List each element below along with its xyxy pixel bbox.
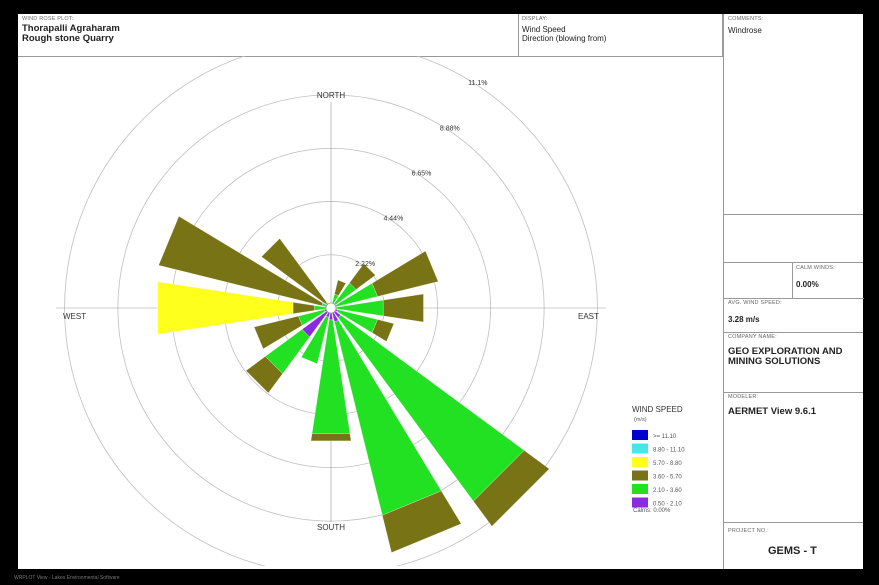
petal-w-3.60-5.70 [292,302,315,314]
avg-speed-cell: AVG. WIND SPEED: 3.28 m/s [724,298,863,333]
legend-label-5: 2.10 - 3.60 [653,488,682,494]
footer-credit: WRPLOT View - Lakes Environmental Softwa… [14,575,120,581]
petal-ne-3.60-5.70 [349,263,376,290]
project-cell: PROJECT NO.: GEMS - T [724,522,863,569]
site-name-line1: Thorapalli Agraharam [22,23,120,34]
display-line2: Direction (blowing from) [522,34,607,43]
compass-north-label: NORTH [317,91,346,100]
comments-caption: COMMENTS: [728,16,764,22]
legend-label-1: >= 11.10 [653,434,677,440]
petal-nne-3.60-5.70 [334,279,347,296]
sidebar [723,14,864,569]
petal-se-3.60-5.70 [473,450,550,527]
avg-speed-caption: AVG. WIND SPEED: [728,300,782,306]
legend-swatch-5 [632,484,648,494]
compass-south-label: SOUTH [317,523,345,532]
legend-unit: (m/s) [634,417,647,423]
calm-winds-cell: CALM WINDS: 0.00% [792,262,864,299]
legend-label-2: 8.80 - 11.10 [653,448,685,454]
plot-title-cell: WIND ROSE PLOT: Thorapalli Agraharam Rou… [18,14,519,57]
ring-label-2: 4.44% [383,216,403,223]
site-name-line2: Rough stone Quarry [22,33,114,44]
compass-west-label: WEST [63,312,86,321]
blank-cell [724,214,863,263]
petals [157,216,550,553]
legend-swatch-2 [632,443,648,454]
modeler-value: AERMET View 9.6.1 [728,406,816,417]
plot-caption: WIND ROSE PLOT: [22,16,74,22]
compass-east-label: EAST [578,312,599,321]
modeler-caption: MODELER: [728,394,759,400]
petal-s-3.60-5.70 [310,433,352,442]
petal-e-3.60-5.70 [383,293,424,323]
ring-label-1: 2.22% [355,261,375,268]
comments-cell: COMMENTS: Windrose [724,14,863,215]
legend: WIND SPEED (m/s) Calms: 0.00% >= 11.10 8.… [632,405,685,514]
display-line1: Wind Speed [522,25,566,34]
legend-label-6: 0.50 - 2.10 [653,502,682,508]
center-circle [325,302,337,314]
legend-swatch-1 [632,430,648,440]
ring-label-4: 8.88% [440,125,460,132]
display-cell: DISPLAY: Wind Speed Direction (blowing f… [518,14,723,57]
petal-ene-3.60-5.70 [371,250,439,297]
petal-nw-3.60-5.70 [261,238,327,304]
display-caption: DISPLAY: [522,16,548,22]
legend-swatch-6 [632,497,648,508]
windrose-chart: 2.22% 4.44% 6.65% 8.88% 11.1% NORTH SOUTH EA… [56,56,685,566]
petal-ese-3.60-5.70 [371,319,395,342]
ring-label-3: 6.65% [412,171,432,178]
calm-caption: CALM WINDS: [796,265,835,271]
legend-calms: Calms: 0.00% [633,508,671,514]
comments-value: Windrose [728,26,762,35]
petal-wnw-3.60-5.70 [158,216,323,306]
modeler-cell: MODELER: AERMET View 9.6.1 [724,392,863,523]
petal-sw-3.60-5.70 [245,356,283,394]
petal-ssw-3.60-5.70 [301,357,318,365]
petal-w-5.70-8.80 [157,281,294,335]
windrose-report-sheet: WIND ROSE PLOT: Thorapalli Agraharam Rou… [18,14,864,569]
ring-label-5: 11.1% [468,80,487,87]
calm-spacer-cell [724,262,792,299]
legend-swatch-3 [632,457,648,467]
ring-labels: 2.22% 4.44% 6.65% 8.88% 11.1% [355,80,487,268]
company-cell: COMPANY NAME: GEO EXPLORATION AND MINING… [724,332,863,393]
project-caption: PROJECT NO.: [728,528,769,534]
petal-sse-3.60-5.70 [382,490,462,553]
legend-title: WIND SPEED [632,405,683,414]
legend-swatch-4 [632,470,648,481]
petal-wsw-3.60-5.70 [253,315,303,350]
project-value: GEMS - T [768,545,817,557]
company-value: GEO EXPLORATION AND MINING SOLUTIONS [728,346,843,367]
legend-label-4: 3.60 - 5.70 [653,475,682,481]
calm-value: 0.00% [796,280,819,289]
legend-label-3: 5.70 - 8.80 [653,461,682,467]
avg-speed-value: 3.28 m/s [728,315,760,324]
company-caption: COMPANY NAME: [728,334,777,340]
